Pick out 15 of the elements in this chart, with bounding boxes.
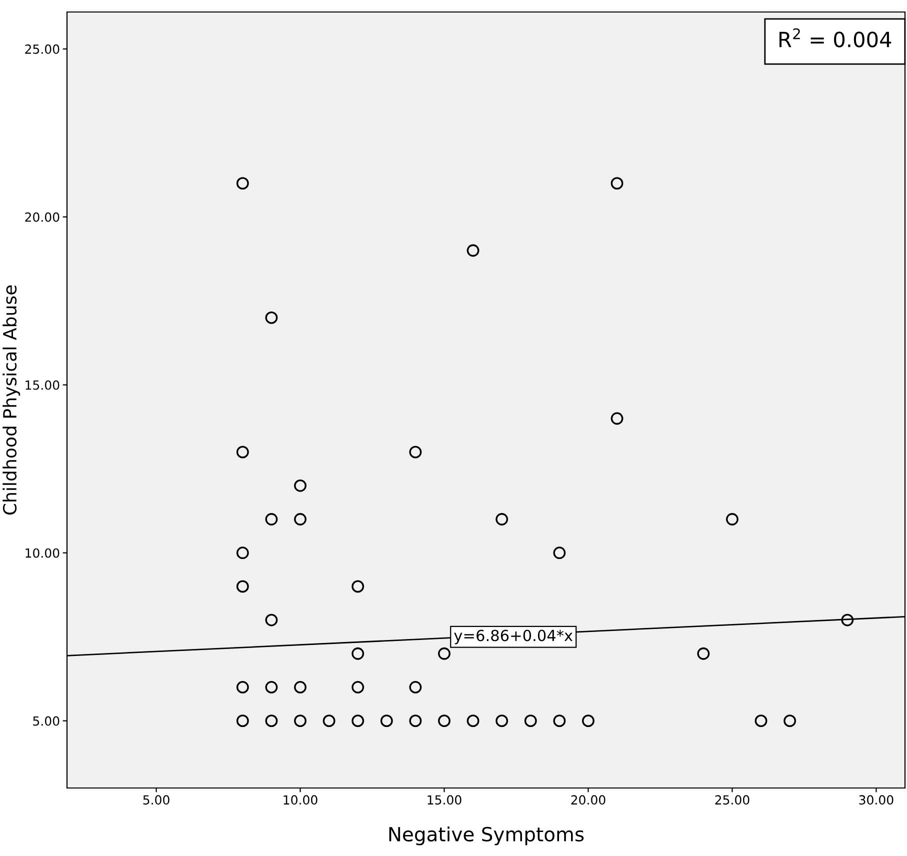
x-tick-label: 30.00	[859, 795, 894, 805]
x-tick-label: 20.00	[571, 795, 606, 805]
x-tick-label: 5.00	[143, 795, 170, 805]
y-tick-label: 25.00	[25, 44, 60, 54]
x-axis-title: Negative Symptoms	[389, 826, 584, 846]
x-tick-label: 10.00	[284, 795, 318, 805]
annotation: y=6.86+0.04*x	[454, 630, 573, 644]
y-tick-label: 15.00	[26, 380, 60, 390]
x-tick-label: 25.00	[715, 795, 750, 805]
y-tick-label: 5.00	[33, 716, 60, 726]
y-tick-label: 20.00	[25, 212, 60, 222]
x-tick-label: 15.00	[428, 795, 462, 805]
y-axis-title: Childhood Physical Abuse	[2, 285, 20, 515]
y-tick-label: 10.00	[26, 548, 60, 558]
annotation: R$^{2}$ = 0.004	[779, 28, 892, 48]
